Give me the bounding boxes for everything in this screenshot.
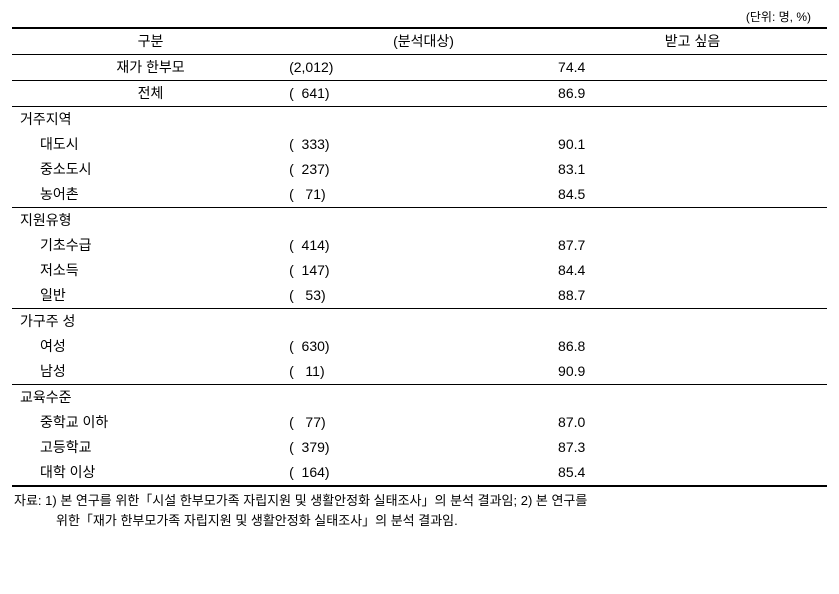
group-header-row: 교육수준	[12, 385, 827, 411]
table-row: 중학교 이하( 77)87.0	[12, 410, 827, 435]
cell-count: ( 77)	[289, 410, 558, 435]
cell-count: ( 71)	[289, 182, 558, 208]
unit-label: (단위: 명, %)	[12, 8, 827, 25]
cell-label: 남성	[12, 359, 289, 385]
cell-label: 기초수급	[12, 233, 289, 258]
table-footnote: 자료: 1) 본 연구를 위한「시설 한부모가족 자립지원 및 생활안정화 실태…	[12, 491, 827, 530]
cell-label: 대도시	[12, 132, 289, 157]
cell-value: 87.3	[558, 435, 827, 460]
cell-label: 중학교 이하	[12, 410, 289, 435]
cell-value: 86.8	[558, 334, 827, 359]
table-row: 대학 이상( 164)85.4	[12, 460, 827, 486]
cell-label: 일반	[12, 283, 289, 309]
cell-count: ( 53)	[289, 283, 558, 309]
data-table: 구분 (분석대상) 받고 싶음 재가 한부모(2,012)74.4전체( 641…	[12, 27, 827, 487]
cell-count: ( 164)	[289, 460, 558, 486]
table-row: 중소도시( 237)83.1	[12, 157, 827, 182]
cell-count: (2,012)	[289, 55, 558, 81]
cell-count: ( 237)	[289, 157, 558, 182]
table-row: 재가 한부모(2,012)74.4	[12, 55, 827, 81]
table-row: 대도시( 333)90.1	[12, 132, 827, 157]
table-body: 재가 한부모(2,012)74.4전체( 641)86.9거주지역대도시( 33…	[12, 55, 827, 487]
table-row: 기초수급( 414)87.7	[12, 233, 827, 258]
cell-value: 90.1	[558, 132, 827, 157]
cell-label: 재가 한부모	[12, 55, 289, 81]
header-value: 받고 싶음	[558, 28, 827, 55]
cell-value: 84.5	[558, 182, 827, 208]
cell-label: 중소도시	[12, 157, 289, 182]
cell-value: 87.0	[558, 410, 827, 435]
cell-value: 88.7	[558, 283, 827, 309]
group-title: 지원유형	[12, 208, 289, 234]
cell-value: 86.9	[558, 81, 827, 107]
cell-count: ( 11)	[289, 359, 558, 385]
cell-label: 대학 이상	[12, 460, 289, 486]
group-header-row: 거주지역	[12, 107, 827, 133]
cell-value: 87.7	[558, 233, 827, 258]
cell-value: 83.1	[558, 157, 827, 182]
cell-label: 전체	[12, 81, 289, 107]
table-row: 전체( 641)86.9	[12, 81, 827, 107]
table-row: 여성( 630)86.8	[12, 334, 827, 359]
cell-count: ( 333)	[289, 132, 558, 157]
cell-value: 74.4	[558, 55, 827, 81]
cell-value: 90.9	[558, 359, 827, 385]
table-row: 고등학교( 379)87.3	[12, 435, 827, 460]
cell-value: 84.4	[558, 258, 827, 283]
cell-count: ( 414)	[289, 233, 558, 258]
table-row: 저소득( 147)84.4	[12, 258, 827, 283]
cell-label: 농어촌	[12, 182, 289, 208]
footnote-line-1: 자료: 1) 본 연구를 위한「시설 한부모가족 자립지원 및 생활안정화 실태…	[14, 491, 827, 511]
table-row: 남성( 11)90.9	[12, 359, 827, 385]
cell-count: ( 641)	[289, 81, 558, 107]
cell-count: ( 379)	[289, 435, 558, 460]
group-title: 교육수준	[12, 385, 289, 411]
cell-count: ( 630)	[289, 334, 558, 359]
cell-label: 저소득	[12, 258, 289, 283]
footnote-line-2: 위한「재가 한부모가족 자립지원 및 생활안정화 실태조사」의 분석 결과임.	[14, 511, 827, 531]
table-header-row: 구분 (분석대상) 받고 싶음	[12, 28, 827, 55]
group-title: 거주지역	[12, 107, 289, 133]
group-title: 가구주 성	[12, 309, 289, 335]
table-row: 일반( 53)88.7	[12, 283, 827, 309]
cell-label: 고등학교	[12, 435, 289, 460]
header-count: (분석대상)	[289, 28, 558, 55]
table-row: 농어촌( 71)84.5	[12, 182, 827, 208]
group-header-row: 지원유형	[12, 208, 827, 234]
header-category: 구분	[12, 28, 289, 55]
cell-label: 여성	[12, 334, 289, 359]
group-header-row: 가구주 성	[12, 309, 827, 335]
cell-count: ( 147)	[289, 258, 558, 283]
cell-value: 85.4	[558, 460, 827, 486]
